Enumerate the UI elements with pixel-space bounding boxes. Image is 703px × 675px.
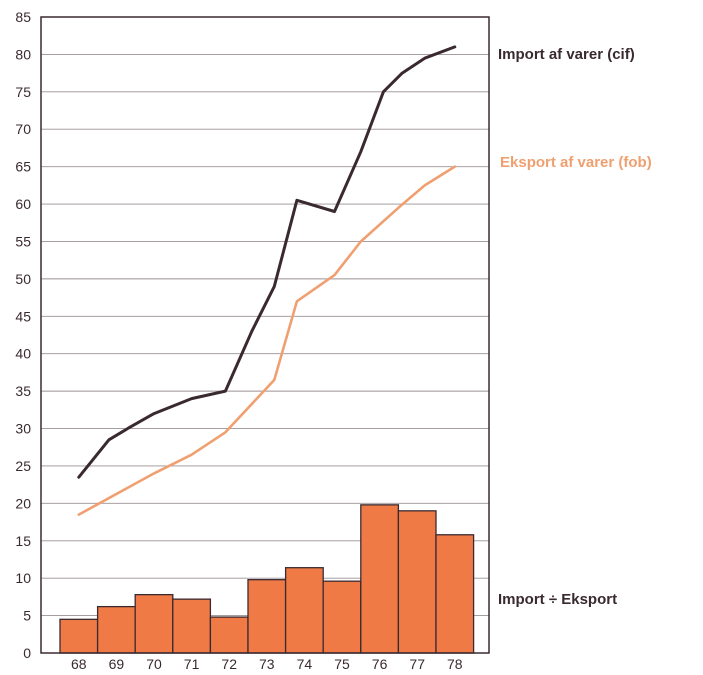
x-tick-label: 72: [221, 656, 237, 672]
x-tick-label: 75: [334, 656, 350, 672]
export-line: [77, 165, 457, 516]
x-tick-label: 73: [259, 656, 275, 672]
balance-bar: [322, 580, 362, 654]
balance-bar: [209, 616, 249, 654]
y-tick-label: 25: [15, 458, 31, 474]
balance-bar: [247, 579, 287, 654]
y-tick-label: 35: [15, 383, 31, 399]
y-tick-label: 55: [15, 233, 31, 249]
y-tick-label: 40: [15, 346, 31, 362]
x-tick-label: 74: [297, 656, 313, 672]
y-tick-label: 20: [15, 495, 31, 511]
y-tick-label: 75: [15, 84, 31, 100]
y-tick-label: 60: [15, 196, 31, 212]
y-tick-label: 65: [15, 159, 31, 175]
import-series-label: Import af varer (cif): [498, 46, 635, 63]
grid-lines: [41, 53, 489, 617]
y-axis-ticks: 0 5 10 15 20 25 30 35 40 45 50 55 60 65 70 75 80 85: [15, 9, 31, 661]
x-tick-label: 71: [184, 656, 200, 672]
balance-bar: [96, 605, 136, 654]
x-axis-ticks: 68 69 70 71 72 73 74 75 76 77 78: [71, 656, 463, 672]
y-tick-label: 5: [23, 608, 31, 624]
balance-series-label: Import ÷ Eksport: [498, 591, 617, 608]
x-tick-label: 78: [447, 656, 463, 672]
balance-bar: [172, 598, 212, 654]
x-tick-label: 68: [71, 656, 87, 672]
import-line: [77, 45, 457, 479]
x-tick-label: 76: [372, 656, 388, 672]
x-tick-label: 77: [409, 656, 425, 672]
x-tick-label: 70: [146, 656, 162, 672]
balance-bar: [397, 510, 437, 654]
balance-bar: [360, 504, 400, 654]
balance-bar: [134, 593, 174, 654]
y-tick-label: 50: [15, 271, 31, 287]
y-tick-label: 30: [15, 421, 31, 437]
y-tick-label: 80: [15, 46, 31, 62]
y-tick-label: 45: [15, 308, 31, 324]
y-tick-label: 15: [15, 533, 31, 549]
x-tick-label: 69: [109, 656, 125, 672]
bars: [59, 504, 475, 654]
y-tick-label: 0: [23, 645, 31, 661]
y-tick-label: 70: [15, 121, 31, 137]
lines: [77, 45, 457, 516]
plot-frame: [40, 16, 490, 654]
y-tick-label: 10: [15, 570, 31, 586]
y-tick-label: 85: [15, 9, 31, 25]
balance-bar: [284, 567, 324, 654]
balance-bar: [59, 618, 99, 654]
balance-bar: [435, 534, 475, 654]
export-series-label: Eksport af varer (fob): [500, 154, 652, 171]
